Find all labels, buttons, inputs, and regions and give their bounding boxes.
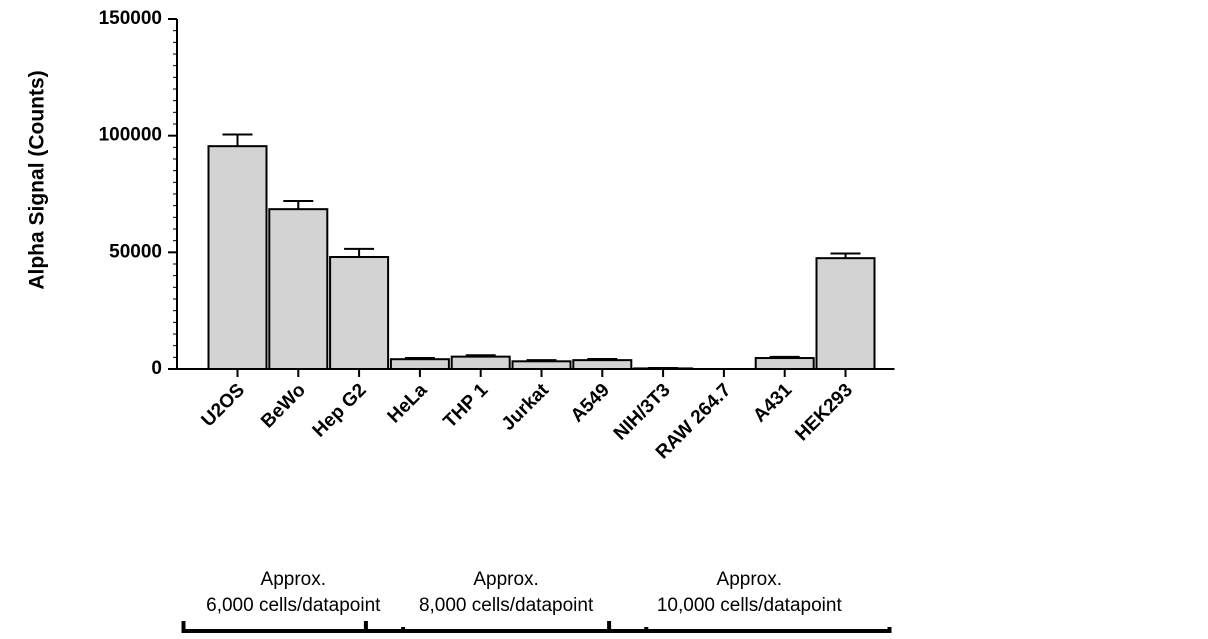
bar [754,357,815,370]
bar [329,256,390,370]
x-tick-label: THP 1 [440,379,493,432]
group-label-line1: Approx. [717,569,782,590]
bar [207,145,268,370]
x-tick-label: BeWo [257,380,310,433]
bar [511,360,572,370]
cell-density-groups: Approx. 6,000 cells/datapoint Approx. 8,000… [181,569,892,633]
y-tick-label: 100000 [99,125,162,146]
y-axis-title: Alpha Signal (Counts) [26,70,49,289]
bar [268,208,329,370]
x-tick-label: A431 [749,379,796,426]
group-bracket [363,621,649,633]
x-tick-label: Jurkat [498,379,554,435]
y-tick-label: 150000 [99,8,162,29]
x-tick-label: HeLa [384,379,432,427]
bar [389,358,450,371]
y-tick-label: 50000 [109,241,162,262]
bar [450,355,511,370]
x-tick-label: U2OS [198,380,249,431]
group-label-line2: 6,000 cells/datapoint [206,595,381,616]
group-label-line2: 10,000 cells/datapoint [657,595,843,616]
y-ticks: 0 50000 100000 150000 [99,8,177,379]
bars [207,133,876,371]
group-label-line1: Approx. [261,569,326,590]
x-tick-label: Hep G2 [309,380,371,442]
bar [815,257,876,370]
x-tick-label: A549 [567,380,614,427]
group-label-line1: Approx. [473,569,538,590]
bar [572,359,633,370]
y-tick-label: 0 [151,358,162,379]
group-bracket [607,621,892,633]
group-label-line2: 8,000 cells/datapoint [419,595,594,616]
x-tick-label: HEK293 [791,380,857,446]
